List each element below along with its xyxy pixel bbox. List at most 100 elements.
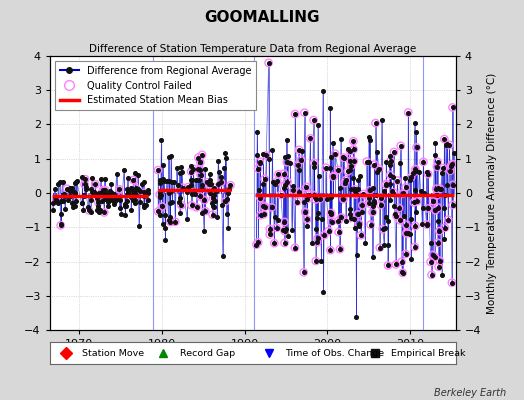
- Point: [254, 210, 263, 216]
- Point: [448, 180, 456, 186]
- Point: [189, 176, 197, 182]
- Point: [292, 166, 301, 172]
- Point: [325, 210, 334, 216]
- Point: [307, 175, 315, 182]
- Point: [323, 228, 331, 234]
- Point: [142, 178, 150, 184]
- Point: [386, 190, 395, 196]
- Point: [321, 197, 330, 203]
- Point: [169, 165, 177, 171]
- Point: [342, 219, 351, 225]
- Point: [343, 144, 352, 151]
- Point: [340, 169, 348, 176]
- Point: [203, 168, 212, 174]
- Point: [274, 227, 282, 234]
- Point: [253, 197, 261, 204]
- Point: [173, 196, 181, 203]
- Point: [311, 209, 320, 216]
- Point: [291, 185, 300, 191]
- Point: [359, 209, 367, 216]
- Point: [254, 192, 262, 198]
- Point: [264, 180, 272, 186]
- Point: [333, 275, 341, 281]
- Point: [132, 212, 140, 218]
- Point: [321, 197, 330, 203]
- Point: [416, 152, 424, 159]
- Point: [49, 201, 57, 208]
- Point: [223, 206, 231, 212]
- Point: [89, 213, 97, 219]
- Point: [275, 162, 283, 168]
- Point: [282, 227, 291, 233]
- Point: [303, 160, 312, 167]
- Point: [416, 198, 424, 205]
- Point: [387, 186, 395, 192]
- Point: [118, 187, 127, 193]
- Point: [385, 151, 393, 157]
- Point: [364, 103, 373, 109]
- Point: [354, 138, 363, 145]
- Point: [332, 238, 341, 244]
- Point: [89, 174, 97, 180]
- Point: [298, 197, 307, 203]
- Point: [200, 185, 208, 191]
- Point: [291, 185, 300, 191]
- Point: [271, 184, 279, 190]
- Point: [419, 220, 427, 226]
- Point: [440, 205, 448, 212]
- Point: [375, 148, 384, 154]
- Point: [92, 192, 101, 198]
- Point: [211, 204, 219, 211]
- Point: [443, 194, 451, 200]
- Point: [358, 248, 367, 255]
- Point: [101, 191, 109, 197]
- Point: [132, 190, 140, 197]
- Point: [401, 172, 410, 178]
- Point: [370, 203, 379, 210]
- Point: [358, 300, 366, 306]
- Point: [167, 204, 175, 210]
- Point: [194, 202, 203, 209]
- Point: [412, 126, 420, 133]
- Point: [213, 176, 222, 182]
- Point: [355, 176, 363, 183]
- Point: [184, 172, 192, 178]
- Point: [168, 235, 177, 241]
- Point: [73, 187, 81, 194]
- Point: [356, 182, 365, 188]
- Point: [405, 133, 413, 140]
- Point: [409, 172, 417, 178]
- Point: [434, 202, 442, 208]
- Point: [211, 204, 219, 211]
- Point: [333, 275, 341, 281]
- Point: [309, 244, 317, 250]
- Point: [287, 236, 295, 243]
- Point: [274, 227, 282, 234]
- Point: [63, 201, 71, 208]
- Text: Berkeley Earth: Berkeley Earth: [433, 388, 506, 398]
- Point: [383, 158, 391, 164]
- Point: [283, 158, 291, 164]
- Point: [434, 202, 442, 208]
- Point: [270, 178, 278, 184]
- Point: [205, 203, 214, 209]
- Point: [185, 203, 194, 210]
- Point: [294, 190, 302, 196]
- Point: [287, 166, 295, 173]
- Point: [140, 187, 148, 193]
- Point: [309, 244, 317, 250]
- Point: [322, 124, 331, 130]
- Point: [103, 200, 112, 207]
- Point: [144, 218, 152, 225]
- Legend: Difference from Regional Average, Quality Control Failed, Estimated Station Mean: Difference from Regional Average, Qualit…: [54, 61, 256, 110]
- Point: [342, 219, 351, 225]
- Point: [337, 192, 346, 198]
- Point: [118, 189, 126, 195]
- Point: [119, 171, 127, 178]
- Point: [173, 212, 182, 218]
- Point: [87, 211, 95, 218]
- Point: [119, 198, 128, 204]
- Point: [444, 219, 453, 226]
- Point: [122, 186, 130, 193]
- Point: [373, 139, 381, 146]
